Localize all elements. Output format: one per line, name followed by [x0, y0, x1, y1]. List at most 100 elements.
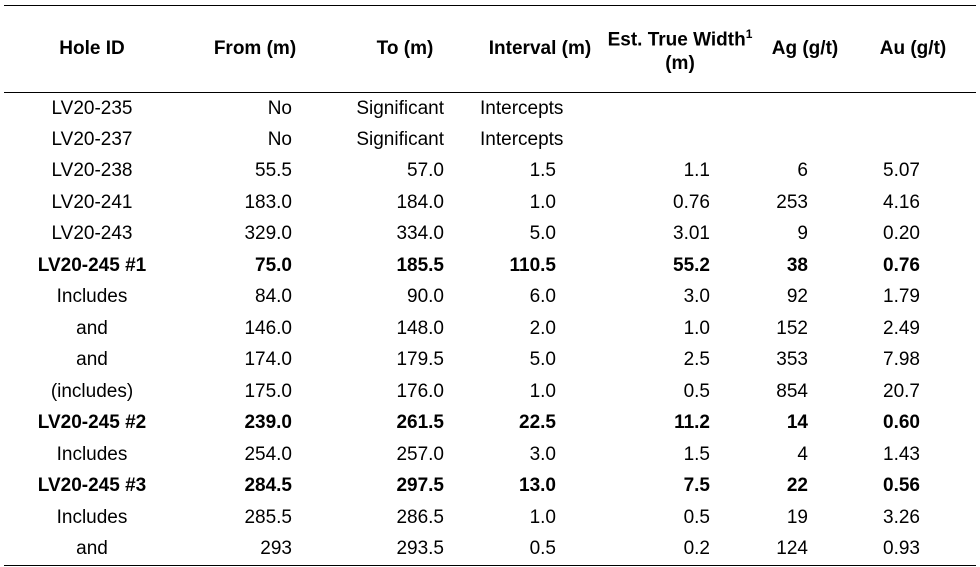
table-cell: 5.07: [883, 160, 920, 182]
table-cell: 9: [797, 223, 808, 245]
table-cell: 254.0: [244, 443, 292, 465]
table-cell: 6.0: [529, 286, 556, 308]
table-cell: 854: [776, 380, 808, 402]
table-cell: 286.5: [396, 506, 444, 528]
table-cell: 1.0: [529, 191, 556, 213]
table-row: LV20-245 #1 75.0 185.5 110.5 55.2 38 0.76: [4, 250, 976, 282]
table-cell: 38: [786, 254, 808, 276]
table-cell: [850, 124, 976, 156]
table-cell: 261.5: [396, 412, 444, 434]
table-cell: 184.0: [396, 191, 444, 213]
table-cell: Intercepts: [480, 97, 564, 119]
table-cell: [760, 124, 850, 156]
table-cell: 3.26: [883, 506, 920, 528]
table-row: and 293 293.5 0.5 0.2 124 0.93: [4, 534, 976, 565]
table-cell: 185.5: [396, 254, 444, 276]
table-cell: 2.49: [883, 317, 920, 339]
table-cell: 110.5: [509, 254, 557, 276]
table-cell: No: [267, 97, 292, 119]
results-table: Hole ID From (m) To (m) Interval (m) Est. Tr…: [4, 5, 976, 566]
table-row: LV20-245 #3 284.5 297.5 13.0 7.5 22 0.56: [4, 471, 976, 503]
table-cell: 3.0: [529, 443, 556, 465]
table-cell: 176.0: [396, 380, 444, 402]
table-cell: 183.0: [244, 191, 292, 213]
table-cell: 257.0: [396, 443, 444, 465]
table-cell: Includes: [56, 506, 128, 528]
table-cell: LV20-245 #2: [37, 412, 147, 434]
table-cell: 179.5: [396, 349, 444, 371]
header-cell: Est. True Width1 (m): [600, 6, 760, 93]
table-cell: 148.0: [396, 317, 444, 339]
table-cell: 75.0: [255, 254, 292, 276]
table-cell: and: [76, 317, 108, 339]
table-cell: and: [76, 538, 108, 559]
table-cell: LV20-238: [51, 160, 133, 182]
table-cell: 175.0: [244, 380, 292, 402]
table-cell: 55.2: [673, 254, 710, 276]
table-cell: Significant: [356, 128, 444, 150]
table-cell: and: [76, 349, 108, 371]
table-cell: 0.2: [683, 538, 710, 559]
header-row: Hole ID From (m) To (m) Interval (m) Est. Tr…: [4, 5, 976, 93]
header-text: Est. True Width: [607, 29, 746, 51]
table-cell: 293.5: [396, 538, 444, 559]
table-cell: 4.16: [883, 191, 920, 213]
table-cell: 0.56: [883, 475, 920, 497]
table-cell: 19: [786, 506, 808, 528]
table-cell: [850, 93, 976, 125]
table-cell: 57.0: [407, 160, 444, 182]
table-cell: 1.1: [683, 160, 710, 182]
table-cell: 1.0: [529, 380, 556, 402]
table-cell: Intercepts: [480, 128, 564, 150]
table-row: and 174.0 179.5 5.0 2.5 353 7.98: [4, 345, 976, 377]
table-cell: 1.79: [883, 286, 920, 308]
table-cell: 4: [797, 443, 808, 465]
table-cell: 146.0: [244, 317, 292, 339]
table-cell: [600, 124, 760, 156]
table-cell: LV20-235: [51, 97, 133, 119]
header-cell: From (m): [213, 38, 297, 59]
table-cell: 239.0: [244, 412, 292, 434]
table-cell: 1.0: [529, 506, 556, 528]
table-cell: (includes): [50, 380, 134, 402]
table-cell: 0.20: [883, 223, 920, 245]
table-cell: 84.0: [255, 286, 292, 308]
table-cell: 90.0: [407, 286, 444, 308]
table-cell: 20.7: [883, 380, 920, 402]
table-cell: LV20-245 #3: [37, 475, 147, 497]
table-cell: 353: [776, 349, 808, 371]
table-cell: 1.0: [683, 317, 710, 339]
table-cell: 0.60: [883, 412, 920, 434]
table-cell: 13.0: [519, 475, 556, 497]
table-row: Includes 84.0 90.0 6.0 3.0 92 1.79: [4, 282, 976, 314]
table-cell: LV20-237: [51, 128, 133, 150]
table-cell: 1.5: [529, 160, 556, 182]
table-cell: 7.98: [883, 349, 920, 371]
table-cell: 55.5: [255, 160, 292, 182]
header-unit: (m): [665, 53, 695, 75]
table-cell: 174.0: [244, 349, 292, 371]
header-cell: Au (g/t): [879, 38, 947, 59]
table-cell: 124: [776, 538, 808, 559]
table-cell: 92: [786, 286, 808, 308]
table-row: and 146.0 148.0 2.0 1.0 152 2.49: [4, 313, 976, 345]
table-cell: 284.5: [244, 475, 292, 497]
table-cell: 334.0: [396, 223, 444, 245]
table-row: Includes 285.5 286.5 1.0 0.5 19 3.26: [4, 502, 976, 534]
table-cell: Includes: [56, 443, 128, 465]
table-cell: 285.5: [244, 506, 292, 528]
table-cell: 11.2: [674, 412, 710, 434]
table-cell: 3.0: [683, 286, 710, 308]
footnote-mark: 1: [745, 26, 753, 41]
table-cell: 0.5: [683, 506, 710, 528]
table-row: LV20-243 329.0 334.0 5.0 3.01 9 0.20: [4, 219, 976, 251]
table-row: LV20-241 183.0 184.0 1.0 0.76 253 4.16: [4, 187, 976, 219]
table-cell: [600, 93, 760, 125]
table-cell: LV20-245 #1: [37, 254, 147, 276]
table-cell: [760, 93, 850, 125]
table-cell: Includes: [56, 286, 128, 308]
table-cell: 293: [260, 538, 292, 559]
table-cell: 253: [776, 191, 808, 213]
table-cell: 5.0: [529, 223, 556, 245]
table-cell: 329.0: [244, 223, 292, 245]
